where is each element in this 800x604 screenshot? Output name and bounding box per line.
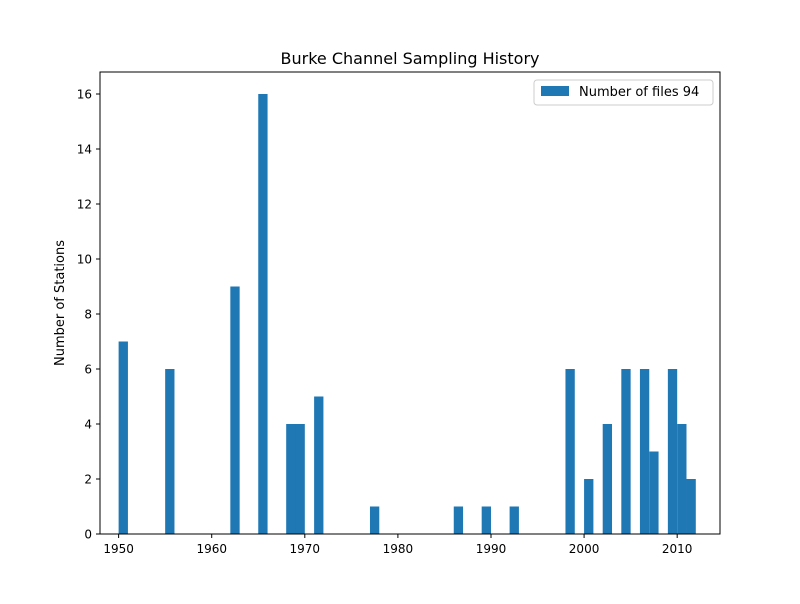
bar [314,396,324,534]
y-tick-label: 10 [77,253,92,267]
y-tick-label: 4 [84,418,92,432]
x-tick-label: 1950 [103,542,134,556]
bar [621,369,631,534]
legend-box [533,79,714,106]
bar [481,506,491,534]
legend: Number of files 94 [533,79,714,106]
y-tick-label: 16 [77,88,92,102]
bar [677,424,687,534]
y-tick-label: 8 [84,308,92,322]
bar [509,506,519,534]
bar [667,369,678,534]
bar [686,479,696,534]
legend-label: Number of files 94 [579,85,699,100]
y-tick-label: 2 [84,473,92,487]
legend-swatch [541,86,569,96]
y-tick-label: 12 [77,198,92,212]
y-tick-label: 14 [77,143,92,157]
x-tick-label: 2000 [569,542,600,556]
bar [295,424,305,534]
y-axis-label: Number of Stations [53,240,68,366]
bar [286,424,296,534]
bar [165,369,175,534]
bars-layer [118,94,696,534]
x-ticks: 1950 1960 1970 1980 1990 2000 2010 [103,534,692,556]
bar [649,451,659,534]
y-tick-label: 0 [84,528,92,542]
x-tick-label: 1960 [196,542,227,556]
chart-title: Burke Channel Sampling History [281,49,540,68]
bar [565,369,575,534]
plot-frame [99,71,721,535]
x-tick-label: 2010 [662,542,693,556]
y-tick-label: 6 [84,363,92,377]
bar [584,479,594,534]
bar [453,506,464,534]
y-ticks: 0 2 4 6 8 10 12 14 16 [77,88,100,542]
x-tick-label: 1980 [383,542,414,556]
bar [602,424,613,534]
bar [230,286,240,534]
bar [118,341,128,534]
bar [639,369,650,534]
bar [369,506,380,534]
x-tick-label: 1990 [476,542,507,556]
x-tick-label: 1970 [290,542,321,556]
bar [258,94,268,534]
